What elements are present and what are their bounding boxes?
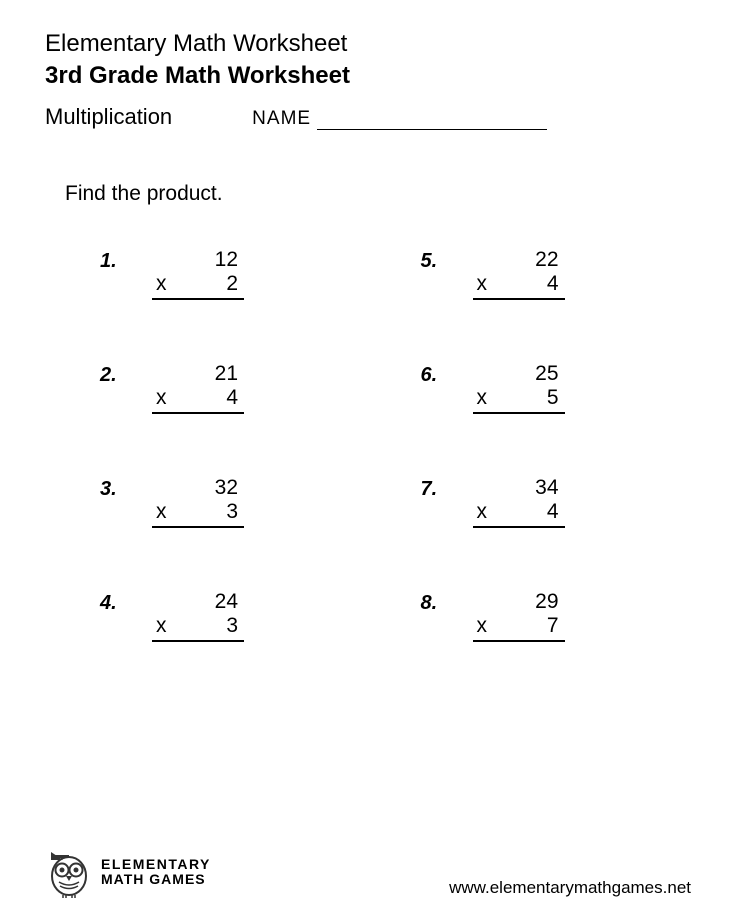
owl-icon [45, 846, 93, 898]
problem-7: 7. 34 x 4 [421, 476, 652, 528]
problem-stack: 22 x 4 [473, 248, 565, 300]
problem-number: 3. [100, 476, 124, 501]
multiplier-row: x 7 [473, 614, 565, 642]
operator: x [477, 500, 488, 524]
multiplier: 4 [226, 386, 238, 410]
multiplier: 7 [547, 614, 559, 638]
problem-6: 6. 25 x 5 [421, 362, 652, 414]
operator: x [156, 386, 167, 410]
logo-text: ELEMENTARY MATH GAMES [101, 857, 211, 886]
multiplier-row: x 4 [152, 386, 244, 414]
multiplicand: 24 [152, 590, 244, 614]
problem-number: 8. [421, 590, 445, 615]
instruction-text: Find the product. [65, 182, 691, 206]
multiplier: 4 [547, 272, 559, 296]
multiplier-row: x 3 [152, 614, 244, 642]
multiplier-row: x 2 [152, 272, 244, 300]
operator: x [156, 614, 167, 638]
multiplicand: 21 [152, 362, 244, 386]
problem-number: 7. [421, 476, 445, 501]
problem-number: 1. [100, 248, 124, 273]
multiplicand: 34 [473, 476, 565, 500]
problem-stack: 34 x 4 [473, 476, 565, 528]
operator: x [477, 614, 488, 638]
footer-url: www.elementarymathgames.net [449, 878, 691, 898]
multiplier-row: x 4 [473, 500, 565, 528]
problem-5: 5. 22 x 4 [421, 248, 652, 300]
logo-line1: ELEMENTARY [101, 857, 211, 872]
multiplier-row: x 5 [473, 386, 565, 414]
problem-stack: 29 x 7 [473, 590, 565, 642]
multiplicand: 32 [152, 476, 244, 500]
problem-number: 4. [100, 590, 124, 615]
worksheet-title: Elementary Math Worksheet [45, 30, 691, 58]
multiplier: 5 [547, 386, 559, 410]
name-blank-line[interactable] [317, 129, 547, 130]
multiplicand: 29 [473, 590, 565, 614]
problem-stack: 21 x 4 [152, 362, 244, 414]
footer: ELEMENTARY MATH GAMES www.elementarymath… [45, 846, 691, 898]
topic-label: Multiplication [45, 104, 172, 130]
operator: x [477, 272, 488, 296]
logo: ELEMENTARY MATH GAMES [45, 846, 211, 898]
name-field: NAME [252, 108, 547, 130]
logo-line2: MATH GAMES [101, 872, 211, 887]
worksheet-subtitle: 3rd Grade Math Worksheet [45, 62, 691, 90]
operator: x [477, 386, 488, 410]
problem-number: 5. [421, 248, 445, 273]
multiplier: 4 [547, 500, 559, 524]
problems-grid: 1. 12 x 2 2. 21 x 4 3. 32 x 3 4. [45, 248, 691, 642]
problem-2: 2. 21 x 4 [100, 362, 331, 414]
multiplier: 3 [226, 614, 238, 638]
problem-stack: 25 x 5 [473, 362, 565, 414]
multiplicand: 12 [152, 248, 244, 272]
operator: x [156, 272, 167, 296]
problem-4: 4. 24 x 3 [100, 590, 331, 642]
problem-8: 8. 29 x 7 [421, 590, 652, 642]
problem-stack: 32 x 3 [152, 476, 244, 528]
multiplier-row: x 4 [473, 272, 565, 300]
multiplicand: 25 [473, 362, 565, 386]
operator: x [156, 500, 167, 524]
multiplier-row: x 3 [152, 500, 244, 528]
problem-number: 6. [421, 362, 445, 387]
name-label: NAME [252, 108, 311, 129]
problem-stack: 24 x 3 [152, 590, 244, 642]
problem-3: 3. 32 x 3 [100, 476, 331, 528]
problem-number: 2. [100, 362, 124, 387]
multiplier: 3 [226, 500, 238, 524]
multiplier: 2 [226, 272, 238, 296]
topic-row: Multiplication NAME [45, 104, 691, 130]
problem-stack: 12 x 2 [152, 248, 244, 300]
multiplicand: 22 [473, 248, 565, 272]
problem-1: 1. 12 x 2 [100, 248, 331, 300]
